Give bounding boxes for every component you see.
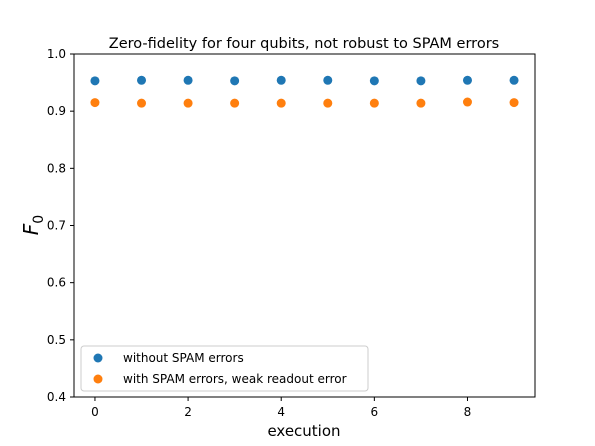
- data-point-series-1: [230, 98, 240, 108]
- legend-marker-with-spam: [93, 374, 103, 384]
- legend-box: [80, 345, 369, 392]
- data-point-series-0: [137, 75, 147, 85]
- legend: without SPAM errors with SPAM errors, we…: [80, 345, 369, 392]
- y-axis-label-sub: 0: [31, 215, 47, 224]
- y-tick-label: 0.5: [47, 333, 66, 347]
- y-tick-label: 1.0: [47, 47, 66, 61]
- y-tick-label: 0.8: [47, 161, 66, 175]
- data-point-series-1: [369, 98, 379, 108]
- x-tick-label: 6: [371, 405, 379, 419]
- x-tick-label: 0: [91, 405, 99, 419]
- y-tick-label: 0.7: [47, 219, 66, 233]
- data-point-series-0: [509, 75, 519, 85]
- chart-title: Zero-fidelity for four qubits, not robus…: [109, 36, 499, 52]
- data-point-series-1: [276, 98, 286, 108]
- data-point-series-0: [90, 76, 100, 86]
- legend-marker-without-spam: [93, 353, 103, 363]
- data-point-series-0: [323, 75, 333, 85]
- data-point-series-0: [369, 76, 379, 86]
- data-point-series-0: [462, 75, 472, 85]
- x-tick-label: 2: [184, 405, 192, 419]
- legend-label-without-spam: without SPAM errors: [123, 351, 244, 365]
- data-points: [90, 75, 519, 108]
- data-point-series-0: [230, 76, 240, 86]
- data-point-series-1: [509, 98, 519, 108]
- data-point-series-0: [416, 76, 426, 86]
- x-tick-label: 8: [464, 405, 472, 419]
- y-tick-label: 0.6: [47, 276, 66, 290]
- data-point-series-1: [137, 98, 147, 108]
- data-point-series-1: [323, 98, 333, 108]
- legend-label-with-spam: with SPAM errors, weak readout error: [123, 372, 347, 386]
- data-point-series-1: [183, 98, 193, 108]
- y-axis: 0.4 0.5 0.6 0.7 0.8 0.9 1.0: [47, 47, 74, 404]
- data-point-series-0: [276, 75, 286, 85]
- data-point-series-1: [416, 98, 426, 108]
- x-axis-label: execution: [267, 422, 340, 440]
- x-tick-label: 4: [277, 405, 285, 419]
- y-tick-label: 0.4: [47, 390, 66, 404]
- data-point-series-1: [462, 97, 472, 107]
- x-axis: 0 2 4 6 8: [91, 397, 471, 419]
- y-axis-label: F0: [19, 215, 47, 235]
- data-point-series-1: [90, 98, 100, 108]
- y-axis-label-main: F: [19, 223, 43, 235]
- data-point-series-0: [183, 75, 193, 85]
- y-tick-label: 0.9: [47, 104, 66, 118]
